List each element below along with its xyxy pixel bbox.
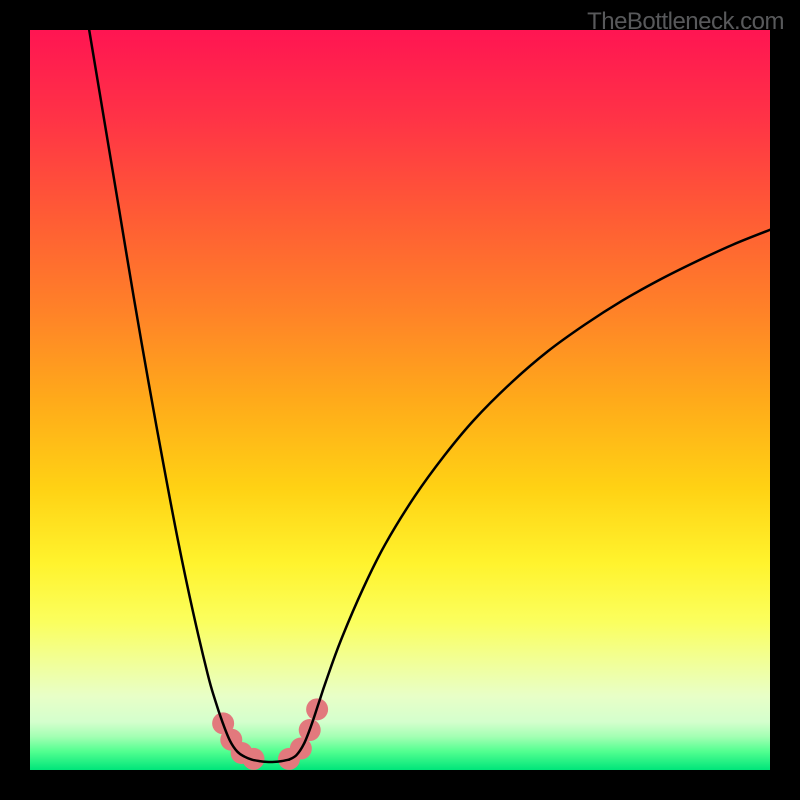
plot-area xyxy=(30,30,770,770)
chart-frame: TheBottleneck.com xyxy=(0,0,800,800)
watermark-label: TheBottleneck.com xyxy=(587,8,784,36)
gradient-background xyxy=(30,30,770,770)
chart-svg xyxy=(30,30,770,770)
